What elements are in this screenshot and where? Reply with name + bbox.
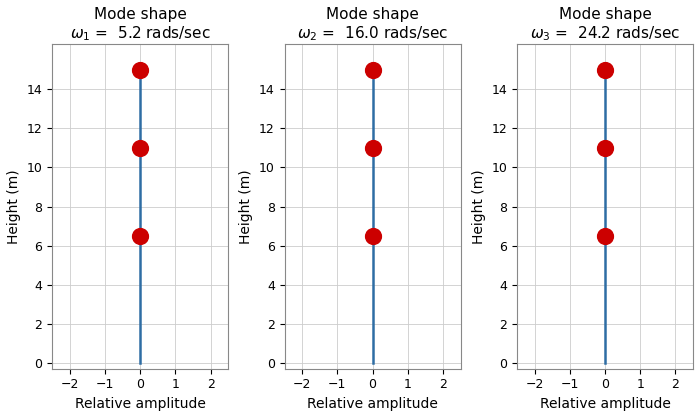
Title: Mode shape
$\omega_2$ =  16.0 rads/sec: Mode shape $\omega_2$ = 16.0 rads/sec — [297, 7, 448, 43]
Point — [367, 145, 378, 151]
Y-axis label: Height (m): Height (m) — [7, 169, 21, 244]
Point — [134, 145, 146, 151]
Point — [599, 66, 610, 73]
Point — [599, 232, 610, 239]
Y-axis label: Height (m): Height (m) — [472, 169, 486, 244]
X-axis label: Relative amplitude: Relative amplitude — [307, 397, 438, 411]
Title: Mode shape
$\omega_3$ =  24.2 rads/sec: Mode shape $\omega_3$ = 24.2 rads/sec — [530, 7, 680, 43]
Point — [134, 66, 146, 73]
X-axis label: Relative amplitude: Relative amplitude — [75, 397, 206, 411]
Y-axis label: Height (m): Height (m) — [239, 169, 253, 244]
Point — [367, 66, 378, 73]
Title: Mode shape
$\omega_1$ =  5.2 rads/sec: Mode shape $\omega_1$ = 5.2 rads/sec — [70, 7, 211, 43]
Point — [599, 145, 610, 151]
Point — [367, 232, 378, 239]
X-axis label: Relative amplitude: Relative amplitude — [540, 397, 671, 411]
Point — [134, 232, 146, 239]
